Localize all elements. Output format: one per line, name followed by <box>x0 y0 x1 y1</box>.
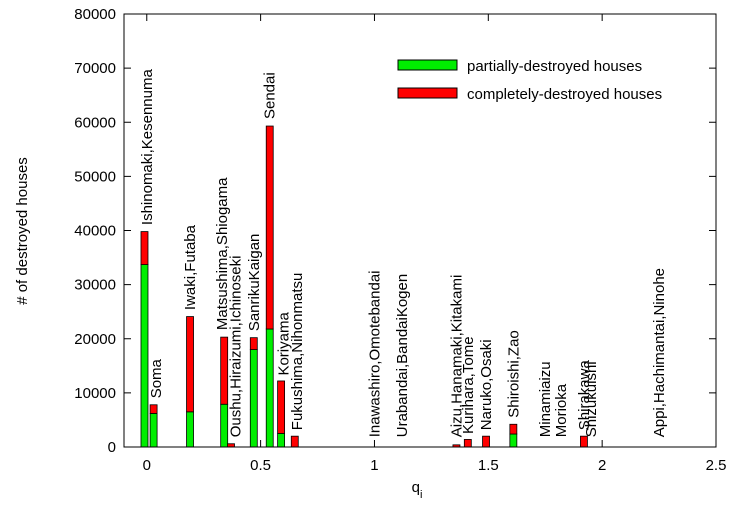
bar-partial <box>265 328 274 448</box>
bar-annotation: Shizukuishi <box>583 361 600 437</box>
bar-annotation: Shiroishi,Zao <box>505 330 522 418</box>
bar-annotation: Appi,Hachimantai,Ninohe <box>651 268 668 437</box>
y-tick-label: 70000 <box>74 60 116 77</box>
bar-complete <box>220 336 229 405</box>
bar-annotation: Matsushima,Shiogama <box>214 177 231 330</box>
bars <box>140 125 588 448</box>
bar-complete <box>265 125 274 330</box>
bar-complete <box>149 404 158 414</box>
tick-marks <box>124 13 717 448</box>
bar-annotation: Morioka <box>553 383 570 437</box>
plot-frame <box>123 13 717 448</box>
y-tick-label: 10000 <box>74 385 116 402</box>
legend-label-complete: completely-destroyed houses <box>467 86 662 103</box>
bar-complete <box>140 231 149 265</box>
x-tick-label: 0.5 <box>250 457 271 474</box>
bar-complete <box>463 439 472 448</box>
legend-swatch-partial <box>397 59 458 71</box>
bar-complete <box>249 337 258 350</box>
y-axis-label: # of destroyed houses <box>14 157 31 305</box>
bar-annotation: Kurihara,Tome <box>460 336 477 434</box>
y-tick-label: 20000 <box>74 331 116 348</box>
bar-annotation: Iwaki,Futaba <box>182 224 199 310</box>
legend-label-partial: partially-destroyed houses <box>467 58 642 75</box>
bar-annotation: Ishinomaki,Kesennuma <box>139 69 156 226</box>
y-tick-label: 40000 <box>74 223 116 240</box>
bar-partial <box>249 349 258 448</box>
legend: partially-destroyed houses completely-de… <box>397 58 662 103</box>
bar-complete <box>277 380 286 434</box>
bar-partial <box>140 264 149 448</box>
bar-complete <box>290 435 299 448</box>
bar-annotation: Minamiaizu <box>537 361 554 437</box>
y-tick-label: 60000 <box>74 114 116 131</box>
bar-complete <box>186 316 194 413</box>
y-tick-label: 30000 <box>74 277 116 294</box>
bar-partial <box>509 433 518 448</box>
bar-annotation: Shirakawa <box>576 360 593 431</box>
x-axis-label: qi <box>412 479 423 501</box>
bar-annotation: Fukushima,Nihonmatsu <box>289 273 306 431</box>
x-tick-label: 1.5 <box>478 457 499 474</box>
bar-annotation: Oushu,Hiraizumi,Ichinoseki <box>228 256 245 438</box>
x-tick-label: 0 <box>143 457 151 474</box>
bar-annotation: Inawashiro,Omotebandai <box>366 270 383 437</box>
bar-complete <box>482 435 490 448</box>
bar-annotation: Aizu,Hanamaki,Kitakami <box>448 275 465 438</box>
y-tick-label: 50000 <box>74 168 116 185</box>
bar-annotation: Urabandai,BandaiKogen <box>394 274 411 437</box>
y-tick-label: 0 <box>108 439 116 456</box>
bar-annotation: Naruko,Osaki <box>478 339 495 430</box>
bar-annotation: SanrikuKaigan <box>246 234 263 332</box>
bar-partial <box>277 433 286 448</box>
bar-annotation: Soma <box>148 358 165 398</box>
bar-annotations: Ishinomaki,Kesennuma Soma Iwaki,Futaba Mats… <box>139 69 668 438</box>
x-tick-label: 2 <box>598 457 606 474</box>
bar-complete <box>509 423 518 435</box>
x-tick-label: 2.5 <box>706 457 727 474</box>
x-tick-labels: 0 0.5 1 1.5 2 2.5 <box>143 457 727 474</box>
x-tick-label: 1 <box>370 457 378 474</box>
y-tick-labels: 0 10000 20000 30000 40000 50000 60000 70000 8000… <box>74 6 116 456</box>
bar-partial <box>186 411 194 448</box>
x-axis-label-subscript: i <box>420 489 422 501</box>
legend-swatch-complete <box>397 87 458 99</box>
y-tick-label: 80000 <box>74 6 116 23</box>
bar-annotation: Sendai <box>262 72 279 119</box>
bar-annotation: Koriyama <box>275 312 292 376</box>
x-axis-label-main: q <box>412 479 420 496</box>
bar-partial <box>149 413 158 448</box>
